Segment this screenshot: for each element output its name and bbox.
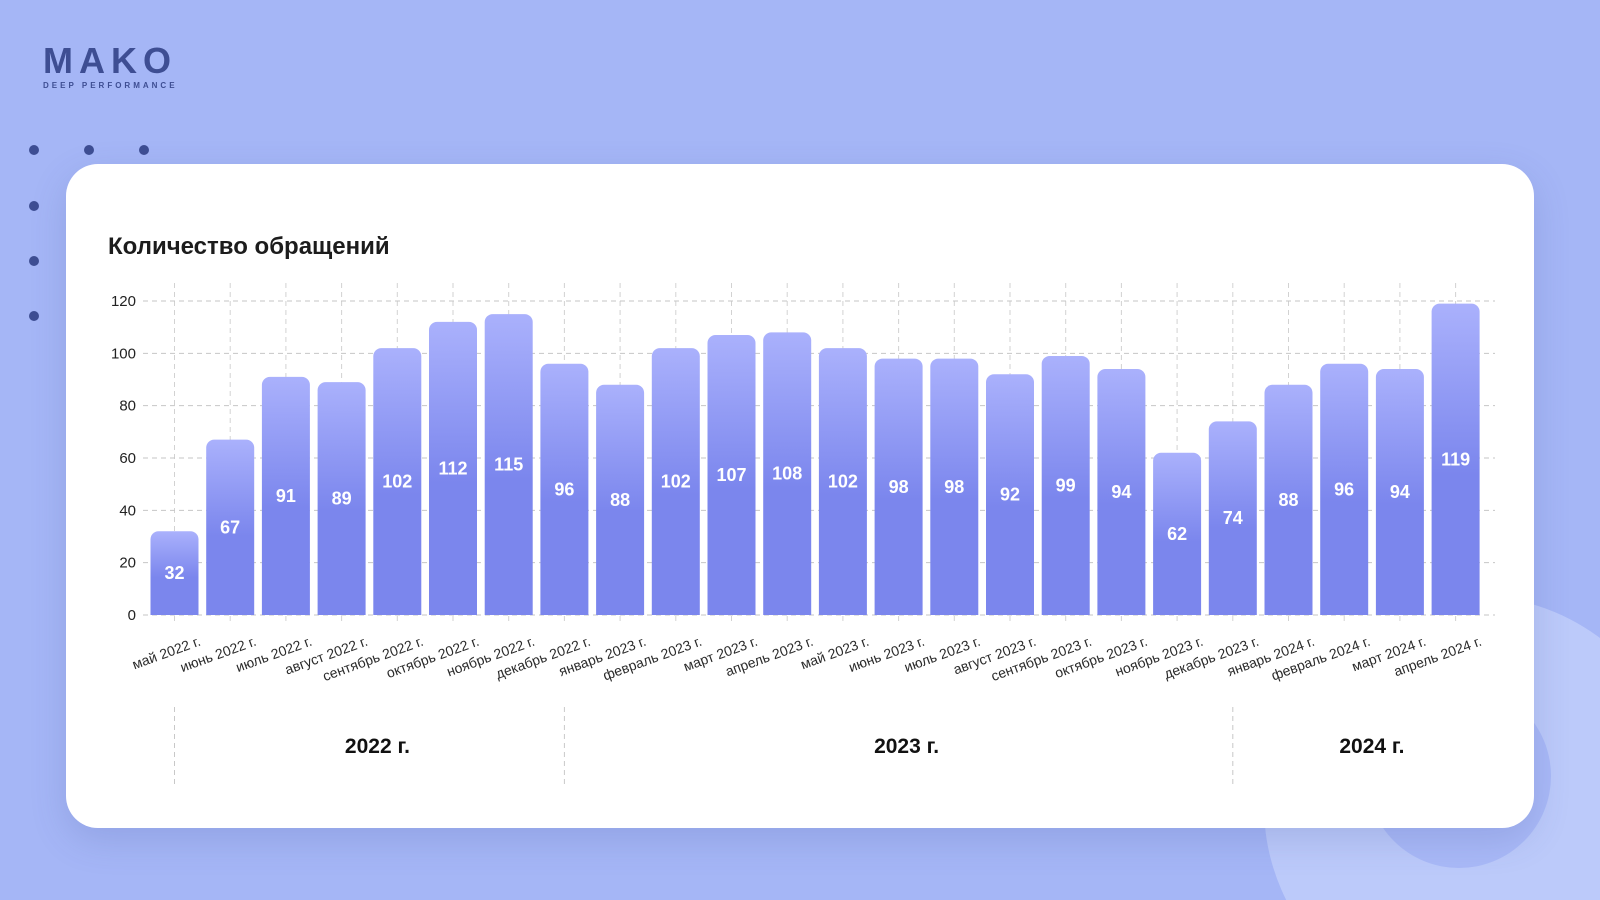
bar-7 xyxy=(484,314,533,615)
chart-title: Количество обращений xyxy=(108,233,390,260)
bar-value-label: 62 xyxy=(1167,524,1187,544)
bar-24 xyxy=(1431,303,1480,615)
decor-dot xyxy=(29,256,39,266)
bar-11 xyxy=(707,335,756,615)
bar-21 xyxy=(1264,384,1313,615)
bar-value-label: 96 xyxy=(554,479,574,499)
bar-value-label: 107 xyxy=(716,465,746,485)
bar-9 xyxy=(596,384,645,615)
bar-value-label: 98 xyxy=(889,477,909,497)
bar-12 xyxy=(763,332,812,615)
bar-value-label: 102 xyxy=(661,472,691,492)
bar-20 xyxy=(1208,421,1257,615)
year-label: 2023 г. xyxy=(874,735,939,758)
bars xyxy=(150,303,1480,615)
logo-tagline: DEEP PERFORMANCE xyxy=(43,81,178,90)
decor-dot xyxy=(29,311,39,321)
bar-value-label: 89 xyxy=(332,489,352,509)
bar-value-label: 67 xyxy=(220,517,240,537)
bar-value-label: 92 xyxy=(1000,485,1020,505)
bar-value-label: 88 xyxy=(1278,490,1298,510)
bar-6 xyxy=(429,321,477,615)
bar-value-label: 119 xyxy=(1441,449,1470,469)
bar-4 xyxy=(317,382,366,615)
bar-value-label: 88 xyxy=(610,490,630,510)
y-tick-label: 100 xyxy=(111,345,136,362)
bar-14 xyxy=(874,358,923,615)
year-label: 2024 г. xyxy=(1339,735,1404,758)
bar-value-label: 108 xyxy=(772,464,802,484)
logo-wordmark: MAKO xyxy=(43,40,177,81)
bar-value-label: 115 xyxy=(494,455,523,475)
bar-value-label: 102 xyxy=(828,472,858,492)
y-tick-label: 0 xyxy=(128,607,136,624)
bar-value-label: 91 xyxy=(276,486,296,506)
bar-value-label: 94 xyxy=(1390,482,1410,502)
bar-19 xyxy=(1153,452,1202,615)
bar-18 xyxy=(1097,369,1146,615)
bar-2 xyxy=(206,439,255,615)
decor-dot xyxy=(139,145,149,155)
bar-value-label: 32 xyxy=(164,563,184,583)
bar-5 xyxy=(373,348,422,615)
bar-17 xyxy=(1041,355,1090,615)
bar-value-label: 99 xyxy=(1056,475,1076,495)
y-tick-label: 80 xyxy=(119,398,136,415)
y-tick-label: 60 xyxy=(119,450,136,467)
bar-value-label: 102 xyxy=(382,472,412,492)
bar-3 xyxy=(261,376,310,615)
y-tick-label: 40 xyxy=(119,502,136,519)
bar-13 xyxy=(818,348,867,615)
chart-card: 0 20 40 60 80 100 120 32 май 2022 г. 67 июнь 2022 … xyxy=(66,164,1534,828)
bar-1 xyxy=(150,531,199,615)
bar-22 xyxy=(1320,363,1369,615)
bar-15 xyxy=(930,358,979,615)
bar-16 xyxy=(986,374,1034,615)
y-tick-label: 120 xyxy=(111,293,136,310)
bar-value-label: 112 xyxy=(438,458,467,478)
decor-dot xyxy=(29,145,39,155)
bar-23 xyxy=(1375,369,1424,615)
bar-value-label: 74 xyxy=(1223,508,1243,528)
y-tick-label: 20 xyxy=(119,555,136,572)
decor-dot xyxy=(84,145,94,155)
bar-8 xyxy=(540,363,589,615)
bar-10 xyxy=(651,348,700,615)
brand-logo: MAKO DEEP PERFORMANCE xyxy=(43,40,193,91)
bar-value-label: 96 xyxy=(1334,479,1354,499)
bar-value-label: 94 xyxy=(1111,482,1131,502)
bar-value-label: 98 xyxy=(944,477,964,497)
year-label: 2022 г. xyxy=(345,735,410,758)
decor-dot xyxy=(29,201,39,211)
